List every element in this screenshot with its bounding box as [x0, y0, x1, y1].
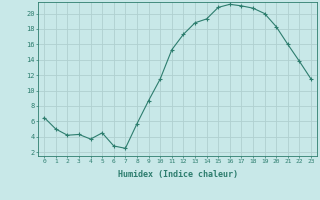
X-axis label: Humidex (Indice chaleur): Humidex (Indice chaleur): [118, 170, 238, 179]
